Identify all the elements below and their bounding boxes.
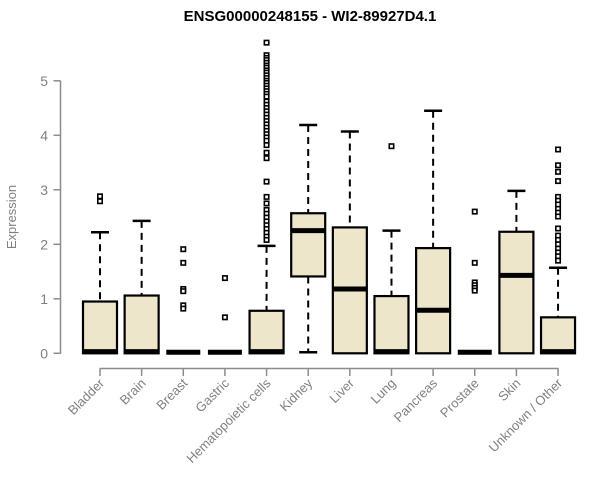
outlier-point [555,178,562,185]
box-bladder [81,300,119,355]
box-pancreas [415,247,452,355]
x-tick-label: Breast [153,375,190,412]
box-lung [373,294,410,355]
x-tick-label: Unknown / Other [486,375,566,455]
outlier-point [388,143,395,150]
outlier-point [471,259,478,266]
x-tick-label: Bladder [65,375,108,418]
box-kidney [290,212,327,278]
x-tick-label: Lung [368,376,399,407]
outlier-point [471,208,478,215]
outlier-point [555,225,562,232]
outlier-point [263,93,270,100]
outlier-point [263,149,270,156]
outlier-point [97,193,104,200]
outlier-point [471,287,478,294]
x-tick-label: Gastric [192,375,232,415]
outlier-point [180,259,187,266]
x-tick-label: Prostate [437,376,482,421]
outlier-point [180,288,187,295]
y-tick-label: 0 [40,345,48,361]
x-tick-label: Kidney [277,375,316,414]
outlier-point [263,236,270,243]
y-tick-label: 2 [40,236,48,252]
chart-title: ENSG00000248155 - WI2-89927D4.1 [183,8,437,25]
y-tick-label: 1 [40,291,48,307]
outlier-point [263,193,270,200]
outlier-point [180,246,187,253]
x-tick-label: Liver [326,375,357,406]
outlier-point [555,257,562,264]
outlier-point [555,146,562,153]
outlier-point [97,198,104,205]
box-unknown-other [539,316,577,355]
outlier-point [263,142,270,149]
outlier-point [263,178,270,185]
outlier-point [263,200,270,207]
x-tick-label: Brain [117,376,149,408]
outlier-point [221,314,228,321]
outlier-point [555,213,562,220]
outlier-point [263,155,270,162]
outlier-point [263,39,270,46]
x-tick-label: Pancreas [391,375,441,425]
box-hematopoietic-cells [248,309,285,355]
box-skin [498,230,535,355]
y-axis-title: Expression [4,185,19,249]
outlier-point [221,275,228,282]
x-tick-label: Skin [495,376,523,404]
y-tick-label: 4 [40,127,48,143]
box-brain [123,294,160,355]
y-tick-label: 5 [40,73,48,89]
outlier-point [180,305,187,312]
y-tick-label: 3 [40,182,48,198]
outlier-point [555,162,562,169]
outlier-point [555,168,562,175]
